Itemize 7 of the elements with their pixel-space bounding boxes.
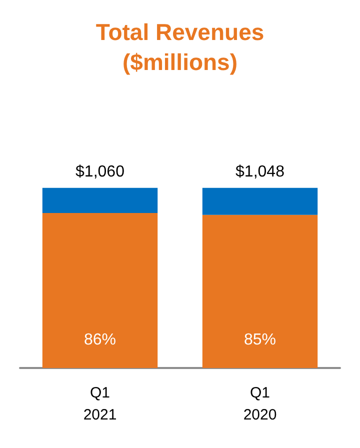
data-label: 86% — [84, 332, 116, 348]
data-label: 85% — [244, 332, 276, 348]
text: $1,060 — [76, 163, 125, 180]
chart-title: Total Revenues ($millions) — [96, 19, 264, 75]
x-tick-label: Q1 2020 — [243, 384, 277, 424]
x-tick-label: Q1 2021 — [83, 384, 117, 424]
text: $1,048 — [236, 163, 285, 180]
